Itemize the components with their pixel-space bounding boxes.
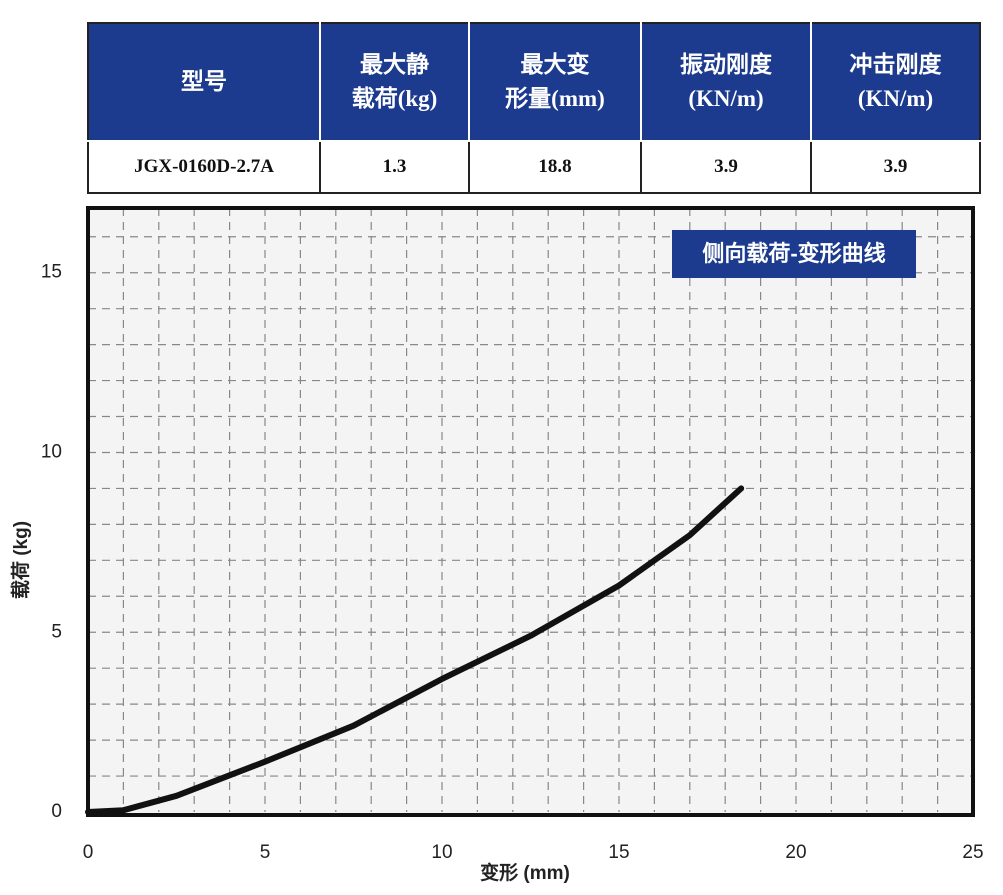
y-tick-label: 10 xyxy=(41,441,62,462)
x-tick-label: 25 xyxy=(962,842,983,863)
y-axis-label: 载荷 (kg) xyxy=(9,521,32,599)
header-text: 最大静 xyxy=(360,52,429,77)
x-axis-label: 变形 (mm) xyxy=(480,861,570,884)
plot-frame xyxy=(86,206,975,817)
header-cell: 振动刚度 (KN/m) xyxy=(640,22,812,142)
header-text: (KN/m) xyxy=(688,86,764,111)
header-text: 形量(mm) xyxy=(505,86,605,111)
y-tick-label: 5 xyxy=(51,621,62,642)
spec-table: 型号 最大静 载荷(kg) 最大变 形量(mm) 振动刚度 (KN/m) 冲击刚度 (KN/m)… xyxy=(87,22,981,194)
y-tick-label: 15 xyxy=(41,262,62,283)
plot-area xyxy=(88,208,973,815)
annotation-box xyxy=(672,230,916,278)
header-cell: 最大静载荷(kg) xyxy=(319,22,470,142)
header-text: 型号 xyxy=(181,69,227,94)
cell: 18.8 xyxy=(468,140,642,194)
annotation: 侧向载荷-变形曲线 xyxy=(702,241,885,266)
x-tick-label: 20 xyxy=(785,842,806,863)
header-cell: 最大变形量(mm) xyxy=(468,22,642,142)
cell: 1.3 xyxy=(319,140,470,194)
header-text: 振动刚度 xyxy=(680,52,772,77)
cell: 3.9 xyxy=(810,140,981,194)
x-tick-label: 0 xyxy=(83,842,94,863)
header-cell: 冲击刚度 (KN/m) xyxy=(810,22,981,142)
header-text: 最大变 xyxy=(520,52,590,77)
header-row: 型号 最大静 载荷(kg) 最大变 形量(mm) 振动刚度 (KN/m) 冲击刚度 (KN/m) xyxy=(87,22,981,142)
cell: 3.9 xyxy=(640,140,812,194)
x-tick-label: 10 xyxy=(431,842,452,863)
y-tick-label: 0 xyxy=(51,801,62,822)
header-text: (KN/m) xyxy=(857,86,934,111)
data-line xyxy=(85,485,745,815)
cell: JGX-0160D-2.7A xyxy=(87,140,321,194)
header-text: 冲击刚度 xyxy=(849,52,942,77)
header-cell: 型号 xyxy=(87,22,321,142)
x-tick-label: 5 xyxy=(260,842,271,863)
x-tick-label: 15 xyxy=(608,842,629,863)
header-text: 载荷(kg) xyxy=(351,86,438,111)
data-row: JGX-0160D-2.7A 1.3 18.8 3.9 3.9 xyxy=(87,140,981,194)
